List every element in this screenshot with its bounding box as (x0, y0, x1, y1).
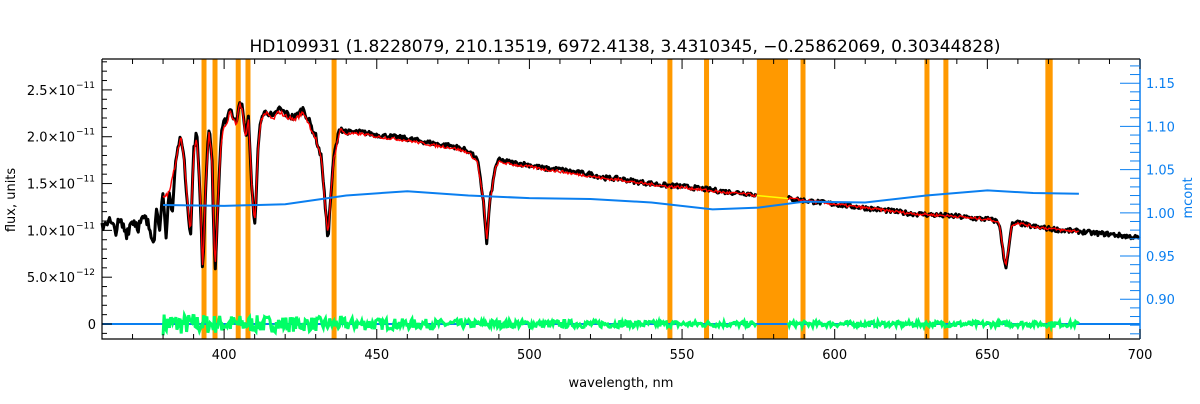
model-masked-line (756, 194, 789, 200)
y2-tick-label: 0.95 (1146, 250, 1175, 265)
x-tick-label: 450 (364, 348, 389, 363)
x-tick-label: 600 (822, 348, 847, 363)
x-tick-label: 700 (1128, 348, 1153, 363)
y-tick-exponent: −12 (76, 268, 95, 278)
y-tick-exponent: −11 (76, 221, 95, 231)
masked-region-band (943, 59, 949, 339)
masked-region-band (924, 59, 930, 339)
y-axis-label: flux, units (4, 168, 19, 233)
y2-tick-label: 1.15 (1146, 77, 1175, 92)
masked-region-band (235, 59, 241, 339)
x-tick-label: 500 (517, 348, 542, 363)
y-tick-label: 5.0×10 (27, 271, 75, 286)
x-axis-label: wavelength, nm (569, 376, 674, 391)
axis-frame (101, 58, 1140, 340)
y-tick-exponent: −11 (76, 128, 95, 138)
masked-region-band (704, 59, 710, 339)
continuum-line (163, 189, 1079, 211)
residual-line (161, 309, 1080, 336)
y-tick-exponent: −11 (76, 175, 95, 185)
y2-tick-label: 1.00 (1146, 207, 1175, 222)
masked-region-band (245, 59, 251, 339)
y-tick-label: 0 (88, 318, 96, 333)
x-tick-label: 650 (975, 348, 1000, 363)
y2-tick-label: 0.90 (1146, 293, 1175, 308)
series-lines (100, 100, 1141, 336)
y2-tick-label: 1.05 (1146, 164, 1175, 179)
y-tick-label: 1.5×10 (27, 178, 75, 193)
y-tick-label: 1.0×10 (27, 224, 75, 239)
y2-axis-label: mcont (1181, 177, 1196, 218)
model-flux-line (162, 100, 1079, 267)
masked-region-band (212, 59, 218, 339)
observed-flux-line (100, 101, 1141, 271)
x-tick-label: 550 (670, 348, 695, 363)
masked-region-band (1045, 59, 1053, 339)
masked-region-band (756, 59, 788, 339)
x-tick-label: 400 (212, 348, 237, 363)
y2-tick-label: 1.10 (1146, 120, 1175, 135)
masked-region-band (667, 59, 673, 339)
y-tick-label: 2.0×10 (27, 131, 75, 146)
chart-title: HD109931 (1.8228079, 210.13519, 6972.413… (250, 37, 1001, 57)
masked-region-band (331, 59, 337, 339)
y-tick-exponent: −11 (76, 81, 95, 91)
y-tick-label: 2.5×10 (27, 84, 75, 99)
